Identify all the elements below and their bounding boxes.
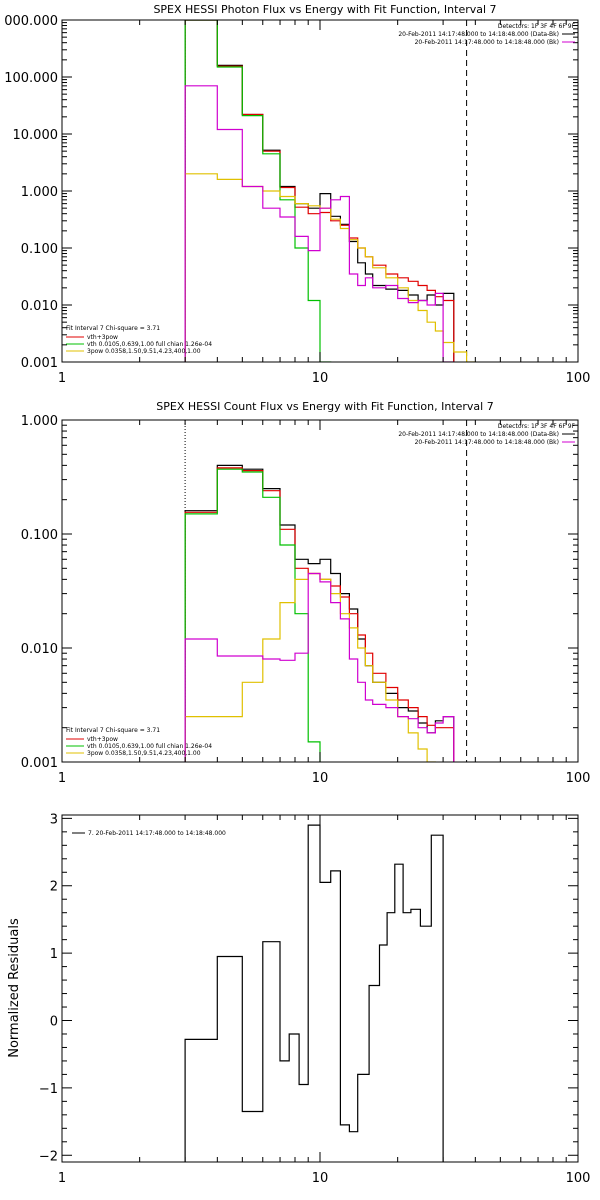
y-tick-label: 10.000 xyxy=(13,128,59,143)
fit-total-label: vth+3pow xyxy=(87,736,118,743)
y-tick-label: 0.010 xyxy=(21,642,58,657)
fit-total-label: vth+3pow xyxy=(87,334,118,341)
data-minus-bk-label: 20-Feb-2011 14:17:48.000 to 14:18:48.000… xyxy=(398,431,559,438)
x-tick-label: 10 xyxy=(312,771,329,786)
x-tick-label: 100 xyxy=(566,371,591,386)
residuals-ylabel: Normalized Residuals xyxy=(7,918,22,1058)
x-tick-label: 1 xyxy=(58,771,66,786)
bk-label: 20-Feb-2011 14:17:48.000 to 14:18:48.000… xyxy=(415,439,559,446)
count-flux-axes: 1 10 100 1.000 0.100 0.010 0.001 xyxy=(21,414,591,786)
photon-flux-fit-legend: Fit Interval 7 Chi-square = 3.71 vth+3po… xyxy=(66,325,212,355)
y-tick-label: 0.100 xyxy=(21,528,58,543)
x-tick-label: 1 xyxy=(58,1171,66,1186)
count-flux-fit-legend: Fit Interval 7 Chi-square = 3.71 vth+3po… xyxy=(66,727,212,757)
count-flux-panel: SPEX HESSI Count Flux vs Energy with Fit… xyxy=(21,400,591,786)
y-tick-label: 0.001 xyxy=(21,356,58,371)
plot-clip xyxy=(184,420,468,762)
residuals-legend-label: 7. 20-Feb-2011 14:17:48.000 to 14:18:48.… xyxy=(88,830,226,837)
data-minus-bk-label: 20-Feb-2011 14:17:48.000 to 14:18:48.000… xyxy=(398,31,559,38)
series-e0c000-histogram xyxy=(184,572,436,762)
series-000000-histogram xyxy=(184,824,444,1162)
fit-interval-chi-square: Fit Interval 7 Chi-square = 3.71 xyxy=(66,325,160,332)
series-000000-histogram xyxy=(184,464,455,762)
y-tick-label: −1 xyxy=(39,1082,58,1097)
photon-flux-axes: 1 10 100 000.000 100.000 10.000 1.000 0.100 0.01… xyxy=(4,14,590,386)
series-e0c000-histogram xyxy=(184,173,476,362)
plot-clip xyxy=(184,20,476,362)
y-tick-label: 1.000 xyxy=(21,414,58,429)
count-flux-header: Detectors: 1F 3F 4F 6F 9F 20-Feb-2011 14… xyxy=(398,423,575,446)
y-tick-label: 3 xyxy=(50,812,58,827)
detectors-label: Detectors: 1F 3F 4F 6F 9F xyxy=(498,423,576,430)
series-e00000-histogram xyxy=(184,467,455,762)
plot-clip xyxy=(184,824,444,1162)
x-tick-label: 100 xyxy=(566,771,591,786)
y-tick-label: 0.100 xyxy=(21,242,58,257)
y-tick-label: 0.010 xyxy=(21,299,58,314)
y-tick-label: 0 xyxy=(50,1015,58,1030)
series-d000d0-histogram xyxy=(184,572,455,762)
y-tick-label: 1 xyxy=(50,947,58,962)
count-flux-axes-frame xyxy=(61,419,579,763)
photon-flux-panel: SPEX HESSI Photon Flux vs Energy with Fi… xyxy=(4,3,590,386)
x-tick-label: 1 xyxy=(58,371,66,386)
fit-3pow-label: 3pow 0.0358,1.50,9.51,4.23,400,1.00 xyxy=(87,750,201,757)
series-00c000-histogram xyxy=(184,20,332,362)
photon-flux-header: Detectors: 1F 3F 4F 6F 9F 20-Feb-2011 14… xyxy=(398,23,575,46)
y-tick-label: −2 xyxy=(39,1149,58,1164)
count-flux-plot-area xyxy=(184,420,468,762)
bk-label: 20-Feb-2011 14:17:48.000 to 14:18:48.000… xyxy=(415,39,559,46)
fit-3pow-label: 3pow 0.0358,1.50,9.51,4.23,400,1.00 xyxy=(87,348,201,355)
series-d000d0-histogram xyxy=(184,85,455,362)
count-flux-title: SPEX HESSI Count Flux vs Energy with Fit… xyxy=(156,400,493,413)
y-tick-label: 0.001 xyxy=(21,756,58,771)
x-tick-label: 10 xyxy=(312,1171,329,1186)
x-tick-label: 100 xyxy=(566,1171,591,1186)
x-tick-label: 10 xyxy=(312,371,329,386)
y-tick-label: 000.000 xyxy=(4,14,58,29)
detectors-label: Detectors: 1F 3F 4F 6F 9F xyxy=(498,23,576,30)
fit-vth-label: vth 0.0105,0.639,1.00 full chian 1.26e-0… xyxy=(87,743,212,750)
fit-interval-chi-square: Fit Interval 7 Chi-square = 3.71 xyxy=(66,727,160,734)
y-tick-label: 100.000 xyxy=(4,71,58,86)
fit-vth-label: vth 0.0105,0.639,1.00 full chian 1.26e-0… xyxy=(87,341,212,348)
residuals-plot-area xyxy=(184,824,444,1162)
photon-flux-title: SPEX HESSI Photon Flux vs Energy with Fi… xyxy=(153,3,496,16)
y-tick-label: 1.000 xyxy=(21,185,58,200)
y-tick-label: 2 xyxy=(50,880,58,895)
series-e00000-histogram xyxy=(184,20,455,362)
photon-flux-plot-area xyxy=(184,20,476,362)
